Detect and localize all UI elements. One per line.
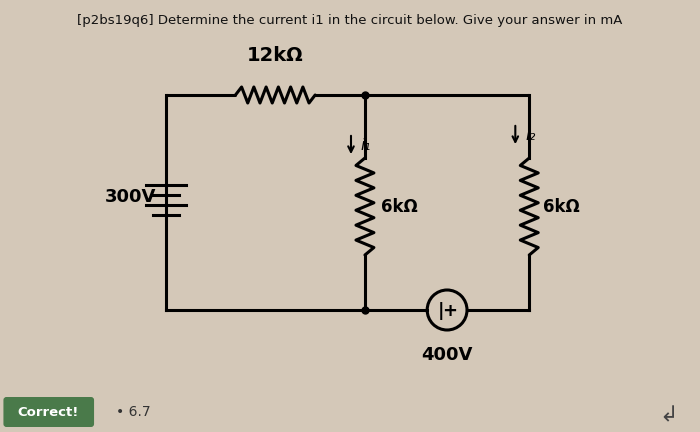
FancyBboxPatch shape <box>4 397 94 427</box>
Text: 6kΩ: 6kΩ <box>381 197 418 216</box>
Text: 12kΩ: 12kΩ <box>247 46 304 65</box>
Text: |: | <box>438 302 444 320</box>
Text: i₁: i₁ <box>361 137 371 152</box>
Text: ↲: ↲ <box>659 405 678 425</box>
Text: i₂: i₂ <box>525 127 536 143</box>
Text: Correct!: Correct! <box>18 406 79 419</box>
Text: 6kΩ: 6kΩ <box>543 197 580 216</box>
Text: 300V: 300V <box>104 188 156 206</box>
Text: +: + <box>442 302 458 320</box>
Text: 400V: 400V <box>421 346 472 364</box>
Text: [p2bs19q6] Determine the current i1 in the circuit below. Give your answer in mA: [p2bs19q6] Determine the current i1 in t… <box>77 14 623 27</box>
Text: • 6.7: • 6.7 <box>116 405 150 419</box>
